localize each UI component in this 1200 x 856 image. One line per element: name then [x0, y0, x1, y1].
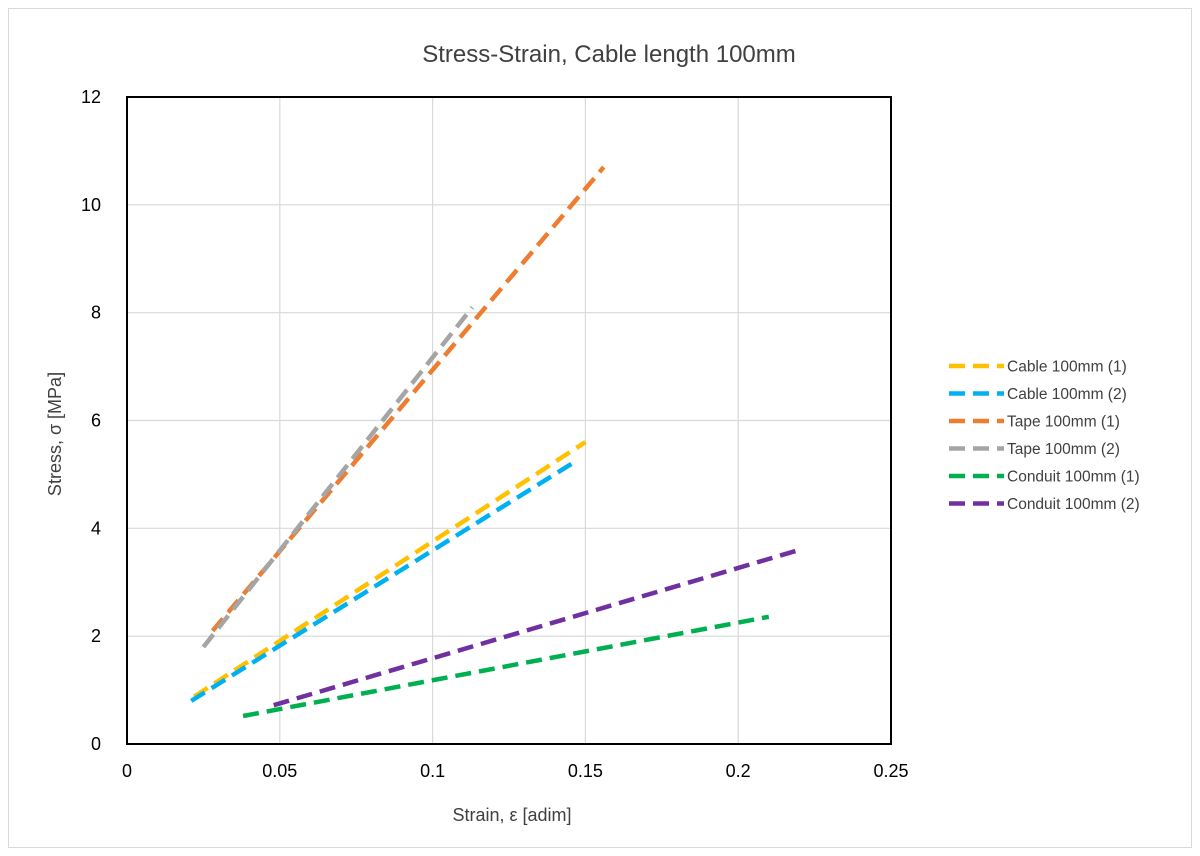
y-axis-label: Stress, σ [MPa] [45, 372, 65, 496]
legend: Cable 100mm (1) Cable 100mm (2) Tape 100mm… [949, 359, 1140, 513]
chart-frame: Stress-Strain, Cable length 100mm 0 0.05 0… [8, 8, 1192, 848]
y-tick-label: 2 [91, 626, 101, 646]
legend-item: Conduit 100mm (2) [949, 496, 1140, 513]
series-line-4 [201, 305, 475, 649]
y-tick-labels: 0 2 4 6 8 10 12 [81, 87, 101, 754]
chart-svg: Stress-Strain, Cable length 100mm 0 0.05 0… [45, 41, 1140, 825]
series-line-5 [242, 614, 770, 719]
grid [126, 96, 892, 745]
legend-item: Cable 100mm (2) [949, 386, 1127, 403]
x-tick-label: 0.05 [262, 761, 297, 781]
y-tick-label: 10 [81, 195, 101, 215]
legend-label-2: Cable 100mm (2) [1007, 386, 1127, 403]
y-tick-label: 12 [81, 87, 101, 107]
series-lines [190, 165, 800, 719]
legend-item: Conduit 100mm (1) [949, 469, 1140, 486]
x-tick-labels: 0 0.05 0.1 0.15 0.2 0.25 [122, 761, 909, 781]
x-axis-label: Strain, ε [adim] [452, 805, 571, 825]
x-tick-label: 0.2 [726, 761, 751, 781]
x-tick-label: 0.15 [568, 761, 603, 781]
series-line-6 [273, 547, 800, 708]
legend-label-1: Cable 100mm (1) [1007, 359, 1127, 376]
x-tick-label: 0.25 [873, 761, 908, 781]
y-tick-label: 6 [91, 411, 101, 431]
legend-label-3: Tape 100mm (1) [1007, 414, 1120, 431]
y-tick-label: 8 [91, 303, 101, 323]
y-tick-label: 0 [91, 734, 101, 754]
legend-label-6: Conduit 100mm (2) [1007, 496, 1140, 513]
legend-label-5: Conduit 100mm (1) [1007, 469, 1140, 486]
legend-item: Tape 100mm (2) [949, 441, 1120, 458]
series-line-2 [190, 458, 578, 703]
legend-item: Cable 100mm (1) [949, 359, 1127, 376]
legend-label-4: Tape 100mm (2) [1007, 441, 1120, 458]
chart-title: Stress-Strain, Cable length 100mm [422, 41, 796, 68]
x-tick-label: 0 [122, 761, 132, 781]
y-tick-label: 4 [91, 518, 101, 538]
plot-border [126, 96, 892, 745]
series-line-3 [210, 165, 606, 633]
legend-item: Tape 100mm (1) [949, 414, 1120, 431]
series-line-1 [192, 440, 587, 699]
x-tick-label: 0.1 [420, 761, 445, 781]
